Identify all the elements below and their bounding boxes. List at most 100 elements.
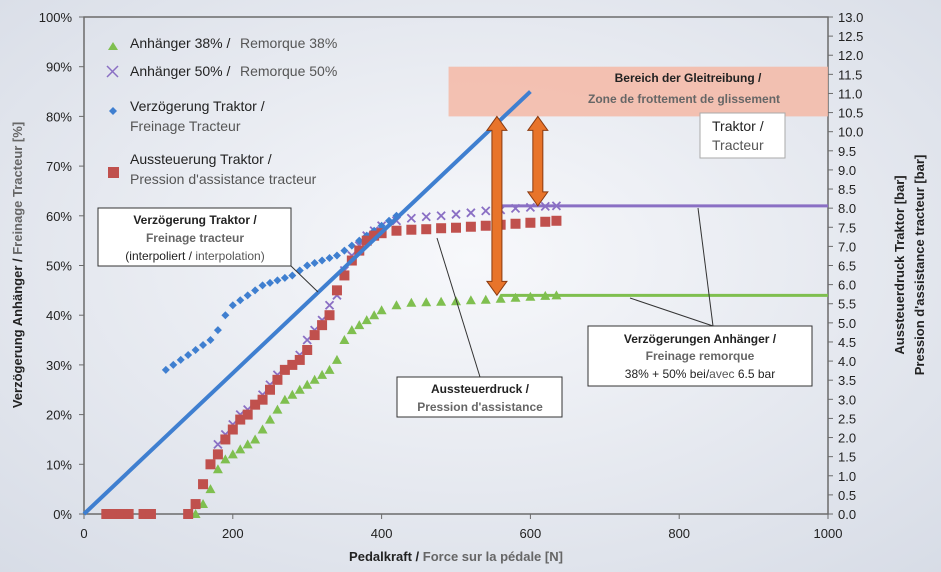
y-right-tick-label: 4.5 bbox=[838, 335, 856, 350]
interpolation-line bbox=[82, 90, 532, 516]
aussteuer-line1: Aussteuerdruck / bbox=[431, 382, 530, 396]
data-point bbox=[266, 278, 274, 287]
x-axis-title: Pedalkraft / Force sur la pédale [N] bbox=[349, 549, 563, 564]
data-point bbox=[551, 201, 562, 211]
data-point bbox=[183, 509, 194, 519]
legend-entry-aussteuer-traktor: Aussteuerung Traktor / Pression d'assist… bbox=[108, 151, 317, 187]
data-point bbox=[251, 286, 260, 295]
y-left-tick-label: 30% bbox=[46, 358, 72, 373]
data-point bbox=[331, 285, 342, 296]
data-point bbox=[331, 354, 342, 364]
data-point bbox=[302, 344, 313, 355]
data-point bbox=[257, 394, 268, 405]
data-point bbox=[510, 203, 521, 213]
data-point bbox=[272, 404, 283, 414]
data-point bbox=[406, 213, 416, 223]
data-point bbox=[235, 414, 246, 425]
data-point bbox=[265, 414, 275, 424]
data-point bbox=[525, 202, 536, 212]
sliding-zone-label-de: Bereich der Gleitreibung / bbox=[615, 71, 762, 85]
data-point bbox=[309, 330, 320, 341]
legend-marker-triangle bbox=[108, 42, 118, 50]
data-point bbox=[406, 297, 417, 307]
tick-labels: 0 200 400 600 800 1000 0% 10% 20% 30% 40% 50% 60% 70%… bbox=[39, 10, 864, 541]
data-point bbox=[481, 206, 491, 216]
data-point bbox=[279, 394, 290, 404]
data-point bbox=[551, 290, 562, 300]
y-left-tick-label: 100% bbox=[39, 10, 73, 25]
double-arrow bbox=[485, 115, 508, 297]
y-right-tick-label: 11.5 bbox=[838, 67, 862, 82]
series-0 bbox=[190, 290, 562, 518]
data-point bbox=[176, 355, 185, 364]
data-point bbox=[310, 259, 319, 268]
data-point bbox=[205, 484, 216, 494]
legend-label-fr: Remorque 38% bbox=[240, 35, 337, 51]
y-right-tick-label: 5.5 bbox=[838, 297, 856, 312]
data-point bbox=[317, 320, 328, 331]
data-point bbox=[540, 290, 551, 300]
data-point bbox=[332, 251, 341, 260]
data-point bbox=[355, 236, 364, 245]
legend-entry-verz-traktor: Verzögerung Traktor / Freinage Tracteur bbox=[109, 98, 265, 134]
axis-ticks bbox=[79, 16, 833, 519]
legend: Anhänger 38% / Remorque 38% Anhänger 50%… bbox=[106, 35, 337, 187]
y-right-axis-title-fr: Pression d'assistance tracteur [bar] bbox=[912, 155, 927, 376]
data-point bbox=[369, 310, 380, 320]
data-point bbox=[287, 389, 298, 399]
data-point bbox=[495, 293, 506, 303]
data-point bbox=[138, 509, 149, 519]
data-point bbox=[212, 449, 223, 460]
y-left-tick-label: 40% bbox=[46, 308, 72, 323]
data-point bbox=[199, 341, 208, 350]
data-point bbox=[184, 350, 193, 359]
data-point bbox=[145, 509, 156, 519]
data-point bbox=[361, 315, 372, 325]
data-point bbox=[391, 225, 402, 236]
data-point bbox=[510, 292, 521, 302]
data-point bbox=[339, 270, 350, 281]
verz-anh-line2: Freinage remorque bbox=[646, 349, 755, 363]
aussteuer-box bbox=[396, 376, 563, 418]
legend-entry-anhaenger-38: Anhänger 38% / Remorque 38% bbox=[108, 35, 337, 51]
verz-traktor-box bbox=[97, 207, 292, 267]
y-right-tick-label: 5.0 bbox=[838, 316, 856, 331]
data-point bbox=[346, 325, 357, 335]
y-right-tick-label: 12.5 bbox=[838, 29, 863, 44]
data-point bbox=[213, 326, 222, 335]
data-point bbox=[421, 297, 432, 307]
data-point bbox=[406, 224, 417, 235]
y-right-tick-label: 13.0 bbox=[838, 10, 863, 25]
legend-label-de: Anhänger 50% / bbox=[130, 63, 231, 79]
data-point bbox=[235, 444, 246, 454]
y-right-tick-label: 8.5 bbox=[838, 182, 856, 197]
data-point bbox=[288, 271, 297, 280]
data-point bbox=[221, 311, 230, 320]
data-point bbox=[480, 220, 491, 231]
y-right-tick-label: 7.0 bbox=[838, 239, 856, 254]
verz-anh-box bbox=[587, 325, 813, 387]
y-right-tick-label: 0.0 bbox=[838, 507, 856, 522]
verz-anh-line1: Verzögerungen Anhänger / bbox=[624, 332, 777, 346]
data-point bbox=[465, 221, 476, 232]
data-point bbox=[220, 434, 231, 445]
legend-label-fr: Freinage Tracteur bbox=[130, 118, 241, 134]
data-point bbox=[317, 369, 328, 379]
x-tick-label: 200 bbox=[222, 526, 244, 541]
verz-anh-pointer-1 bbox=[697, 207, 714, 327]
data-point bbox=[436, 223, 447, 234]
data-point bbox=[325, 254, 334, 263]
y-right-tick-label: 7.5 bbox=[838, 220, 856, 235]
y-right-tick-label: 9.5 bbox=[838, 144, 856, 159]
data-point bbox=[480, 294, 491, 304]
y-right-tick-label: 10.0 bbox=[838, 125, 863, 140]
y-right-tick-label: 3.5 bbox=[838, 373, 856, 388]
data-point bbox=[101, 509, 112, 519]
y-left-tick-label: 10% bbox=[46, 457, 72, 472]
y-right-tick-label: 12.0 bbox=[838, 48, 863, 63]
verz-traktor-pointer bbox=[290, 265, 319, 293]
y-left-tick-label: 0% bbox=[53, 507, 72, 522]
data-point bbox=[273, 276, 282, 285]
x-tick-label: 600 bbox=[520, 526, 542, 541]
y-right-tick-label: 1.5 bbox=[838, 450, 856, 465]
